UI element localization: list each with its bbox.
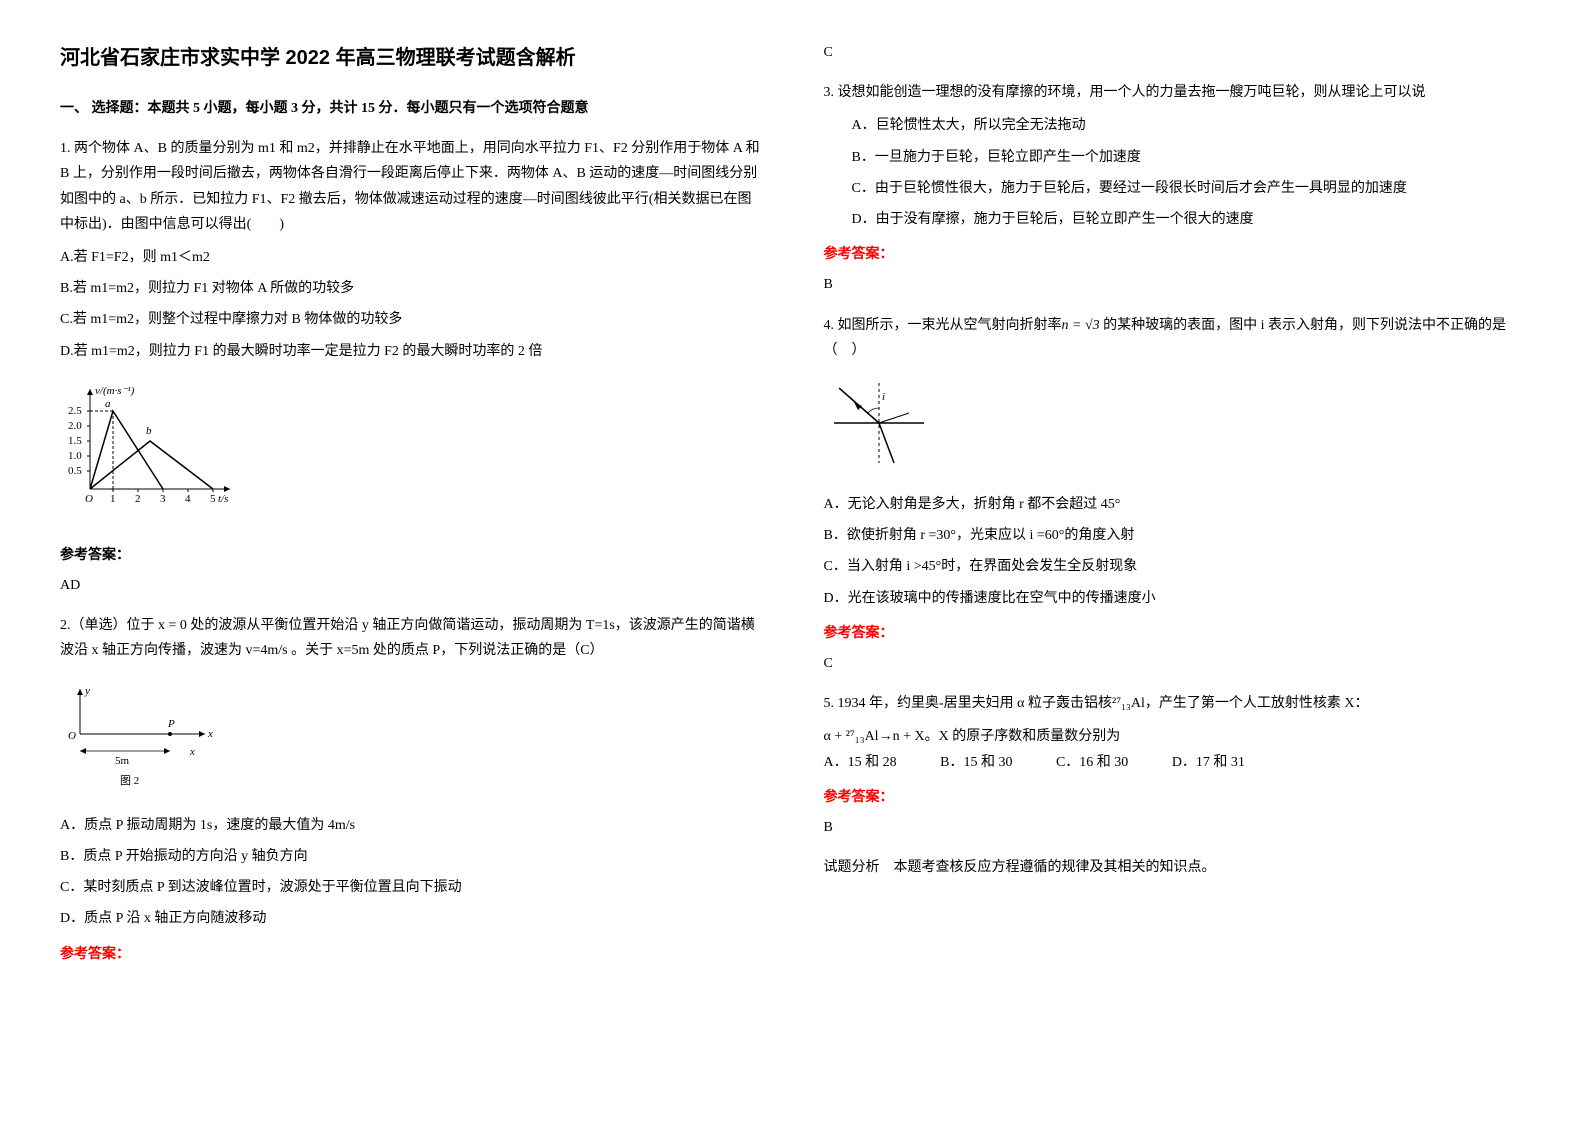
right-column: C 3. 设想如能创造一理想的没有摩擦的环境，用一个人的力量去拖一艘万吨巨轮，则… — [824, 40, 1528, 982]
origin-label: O — [85, 493, 93, 505]
q2-option-d: D．质点 P 沿 x 轴正方向随波移动 — [60, 906, 764, 931]
q4-option-b: B．欲使折射角 r =30°，光束应以 i =60°的角度入射 — [824, 523, 1528, 548]
x-tick-3: 3 — [160, 493, 166, 505]
q1-chart: 0.5 1.0 1.5 2.0 2.5 O 1 2 3 4 5 — [60, 379, 764, 528]
q4-diagram: i — [824, 378, 1528, 477]
question-3: 3. 设想如能创造一理想的没有摩擦的环境，用一个人的力量去拖一艘万吨巨轮，则从理… — [824, 80, 1528, 297]
q3-option-a: A．巨轮惯性太大，所以完全无法拖动 — [824, 113, 1528, 138]
o-label: O — [68, 730, 76, 742]
x-axis-label: t/s — [218, 493, 228, 505]
x-label-lower: x — [189, 746, 195, 758]
q3-answer: B — [824, 272, 1528, 297]
p-label: P — [167, 718, 175, 730]
question-1: 1. 两个物体 A、B 的质量分别为 m1 和 m2，并排静止在水平地面上，用同… — [60, 136, 764, 598]
q1-answer: AD — [60, 573, 764, 598]
q5-reaction: α + ²⁷₁₃Al→n + X — [824, 729, 925, 744]
q5-text-part1: 5. 1934 年，约里奥-居里夫妇用 α 粒子轰击铝核 — [824, 696, 1113, 711]
question-4: 4. 如图所示，一束光从空气射向折射率n = √3 的某种玻璃的表面，图中 i … — [824, 313, 1528, 677]
q2-diagram: y x O P 5m x 图 2 — [60, 679, 764, 798]
x-tick-1: 1 — [110, 493, 116, 505]
q5-answer-label: 参考答案： — [824, 785, 1528, 810]
q3-text: 3. 设想如能创造一理想的没有摩擦的环境，用一个人的力量去拖一艘万吨巨轮，则从理… — [824, 80, 1528, 105]
x-tick-2: 2 — [135, 493, 141, 505]
q5-option-a: A．15 和 28 — [824, 755, 897, 770]
x-label-upper: x — [207, 728, 213, 740]
q2-option-b: B．质点 P 开始振动的方向沿 y 轴负方向 — [60, 844, 764, 869]
q5-options-row: A．15 和 28 B．15 和 30 C．16 和 30 D．17 和 31 — [824, 750, 1528, 775]
left-column: 河北省石家庄市求实中学 2022 年高三物理联考试题含解析 一、 选择题：本题共… — [60, 40, 764, 982]
angle-i-label: i — [882, 391, 885, 403]
q5-reaction-line: α + ²⁷₁₃Al→n + X。X 的原子序数和质量数分别为 — [824, 724, 1528, 749]
q5-al-formula: ²⁷₁₃Al — [1112, 696, 1145, 711]
velocity-time-chart: 0.5 1.0 1.5 2.0 2.5 O 1 2 3 4 5 — [60, 379, 240, 519]
q4-option-c: C．当入射角 i >45°时，在界面处会发生全反射现象 — [824, 554, 1528, 579]
q2-answer: C — [824, 40, 1528, 65]
line-b-label: b — [146, 425, 152, 437]
distance-label: 5m — [115, 755, 130, 767]
q5-analysis: 试题分析 本题考查核反应方程遵循的规律及其相关的知识点。 — [824, 855, 1528, 880]
q5-option-d: D．17 和 31 — [1172, 755, 1245, 770]
y-tick-0.5: 0.5 — [68, 465, 82, 477]
q5-option-b: B．15 和 30 — [940, 755, 1012, 770]
q1-option-d: D.若 m1=m2，则拉力 F1 的最大瞬时功率一定是拉力 F2 的最大瞬时功率… — [60, 339, 764, 364]
q5-text: 5. 1934 年，约里奥-居里夫妇用 α 粒子轰击铝核²⁷₁₃Al，产生了第一… — [824, 691, 1528, 716]
q1-option-c: C.若 m1=m2，则整个过程中摩擦力对 B 物体做的功较多 — [60, 307, 764, 332]
q1-text: 1. 两个物体 A、B 的质量分别为 m1 和 m2，并排静止在水平地面上，用同… — [60, 136, 764, 237]
y-tick-2.0: 2.0 — [68, 420, 82, 432]
q2-answer-label: 参考答案： — [60, 942, 764, 967]
q2-text: 2.（单选）位于 x = 0 处的波源从平衡位置开始沿 y 轴正方向做简谐运动，… — [60, 613, 764, 663]
y-tick-1.5: 1.5 — [68, 435, 82, 447]
page-title: 河北省石家庄市求实中学 2022 年高三物理联考试题含解析 — [60, 40, 764, 76]
diagram-caption: 图 2 — [120, 774, 139, 787]
q3-option-b: B．一旦施力于巨轮，巨轮立即产生一个加速度 — [824, 145, 1528, 170]
section-header: 一、 选择题：本题共 5 小题，每小题 3 分，共计 15 分．每小题只有一个选… — [60, 96, 764, 121]
q5-text-part3: 。X 的原子序数和质量数分别为 — [925, 729, 1121, 744]
q3-option-c: C．由于巨轮惯性很大，施力于巨轮后，要经过一段很长时间后才会产生一具明显的加速度 — [824, 176, 1528, 201]
x-tick-4: 4 — [185, 493, 191, 505]
q4-answer-label: 参考答案： — [824, 621, 1528, 646]
q4-text-part1: 4. 如图所示，一束光从空气射向折射率 — [824, 318, 1062, 333]
q2-option-c: C．某时刻质点 P 到达波峰位置时，波源处于平衡位置且向下振动 — [60, 875, 764, 900]
line-a-label: a — [105, 398, 111, 410]
q4-option-d: D．光在该玻璃中的传播速度比在空气中的传播速度小 — [824, 586, 1528, 611]
wave-axis-diagram: y x O P 5m x 图 2 — [60, 679, 220, 789]
refraction-diagram: i — [824, 378, 934, 468]
q4-formula: n = √3 — [1062, 318, 1100, 333]
q5-option-c: C．16 和 30 — [1056, 755, 1128, 770]
q2-option-a: A．质点 P 振动周期为 1s，速度的最大值为 4m/s — [60, 813, 764, 838]
question-2: 2.（单选）位于 x = 0 处的波源从平衡位置开始沿 y 轴正方向做简谐运动，… — [60, 613, 764, 967]
q4-option-a: A．无论入射角是多大，折射角 r 都不会超过 45° — [824, 492, 1528, 517]
y-axis-label: v/(m·s⁻¹) — [95, 385, 135, 397]
q1-option-a: A.若 F1=F2，则 m1＜m2 — [60, 245, 764, 270]
q1-answer-label: 参考答案： — [60, 543, 764, 568]
q4-text: 4. 如图所示，一束光从空气射向折射率n = √3 的某种玻璃的表面，图中 i … — [824, 313, 1528, 363]
y-tick-2.5: 2.5 — [68, 405, 82, 417]
q1-option-b: B.若 m1=m2，则拉力 F1 对物体 A 所做的功较多 — [60, 276, 764, 301]
q4-answer: C — [824, 651, 1528, 676]
q3-option-d: D．由于没有摩擦，施力于巨轮后，巨轮立即产生一个很大的速度 — [824, 207, 1528, 232]
q5-answer: B — [824, 815, 1528, 840]
q3-answer-label: 参考答案： — [824, 242, 1528, 267]
question-5: 5. 1934 年，约里奥-居里夫妇用 α 粒子轰击铝核²⁷₁₃Al，产生了第一… — [824, 691, 1528, 880]
y-tick-1.0: 1.0 — [68, 450, 82, 462]
y-label: y — [84, 685, 90, 697]
x-tick-5: 5 — [210, 493, 216, 505]
q5-text-part2: ，产生了第一个人工放射性核素 X： — [1145, 696, 1369, 711]
